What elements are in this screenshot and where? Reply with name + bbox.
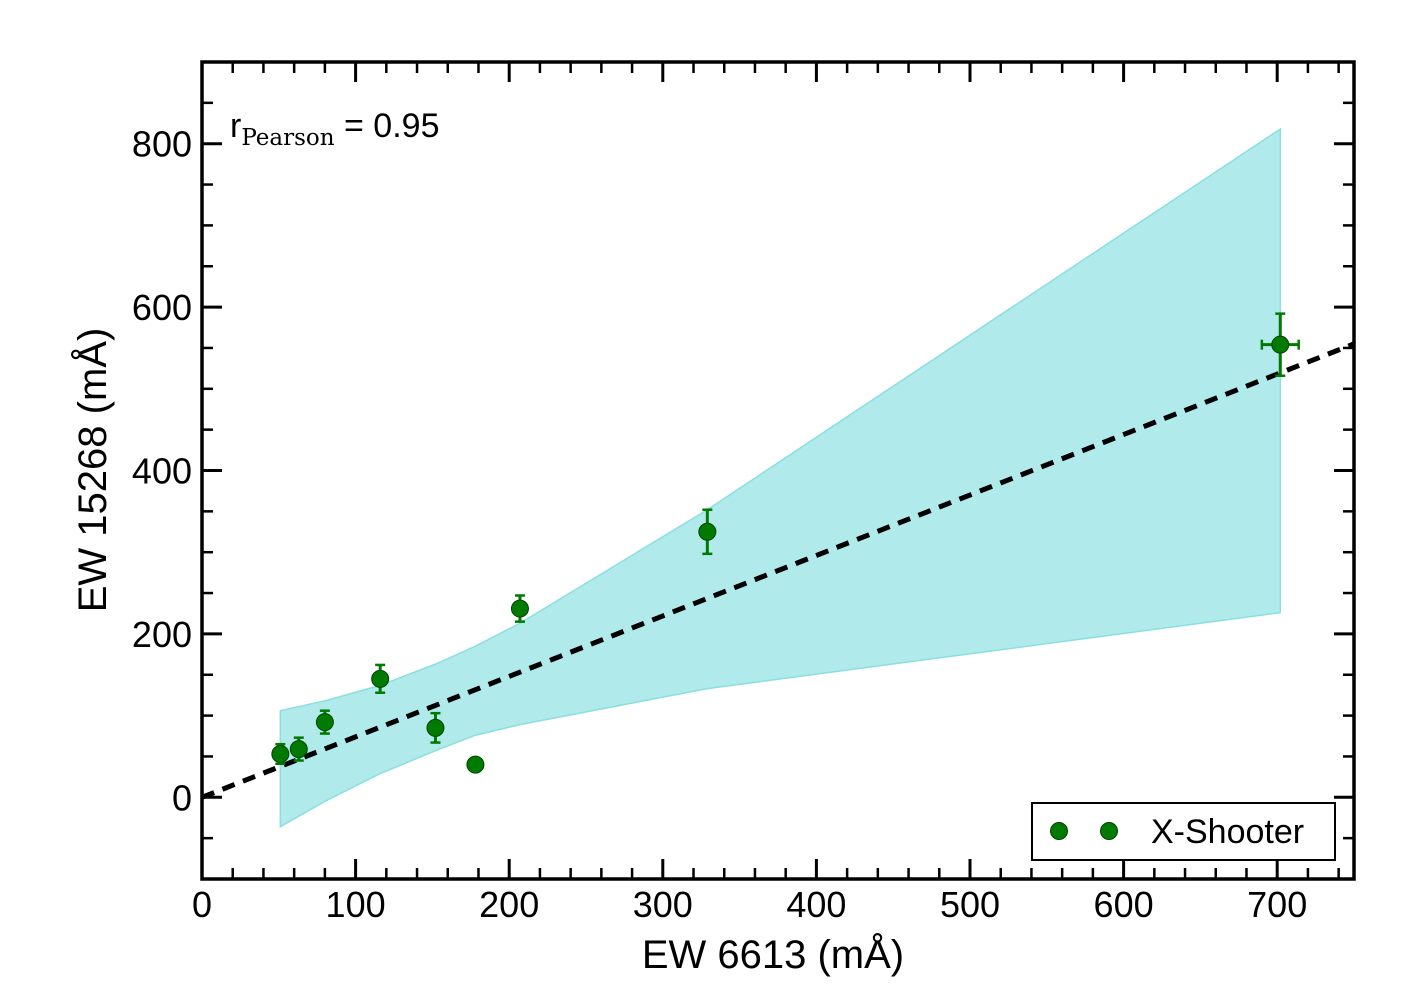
pearson-annotation: rPearson = 0.95 — [230, 107, 439, 151]
marker — [271, 744, 290, 763]
x-tick-label: 500 — [940, 884, 1000, 925]
x-tick-label: 700 — [1247, 884, 1307, 925]
data-point-2 — [289, 736, 308, 762]
legend-label: X-Shooter — [1151, 813, 1304, 851]
fit-line-layer — [202, 341, 1354, 800]
y-tick-label: 200 — [132, 614, 192, 655]
data-point-6 — [466, 755, 485, 774]
pearson-subscript: Pearson — [241, 125, 334, 151]
marker — [315, 713, 334, 732]
data-point-7 — [510, 594, 529, 623]
confidence-band-area — [279, 127, 1282, 829]
x-tick-label: 600 — [1094, 884, 1154, 925]
plot-frame — [200, 60, 1356, 881]
confidence-band — [279, 127, 1282, 829]
y-tick-label: 800 — [132, 124, 192, 165]
marker — [426, 718, 445, 737]
tick-labels: 0 100 200 300 400 500 600 700 0 200 400 600 800 — [132, 124, 1307, 925]
x-tick-label: 400 — [786, 884, 846, 925]
data-points — [271, 312, 1300, 774]
legend-marker — [1050, 822, 1068, 840]
x-axis-label: EW 6613 (mÅ) — [642, 932, 904, 977]
y-tick-label: 400 — [132, 451, 192, 492]
x-tick-label: 200 — [479, 884, 539, 925]
marker — [289, 740, 308, 759]
legend-box — [1031, 802, 1336, 861]
marker — [466, 755, 485, 774]
pearson-r: r — [230, 107, 241, 145]
marker — [698, 522, 717, 541]
legend: X-Shooter — [1031, 802, 1336, 861]
pearson-value: = 0.95 — [335, 107, 440, 145]
x-tick-label: 0 — [192, 884, 212, 925]
legend-marker — [1100, 822, 1118, 840]
x-tick-label: 100 — [326, 884, 386, 925]
y-tick-label: 600 — [132, 287, 192, 328]
data-point-3 — [315, 709, 334, 735]
y-tick-label: 0 — [172, 777, 192, 818]
marker — [371, 669, 390, 688]
data-point-5 — [426, 711, 445, 744]
data-point-9 — [1260, 312, 1300, 377]
marker — [510, 599, 529, 618]
x-tick-label: 300 — [633, 884, 693, 925]
marker — [1271, 335, 1290, 354]
data-point-1 — [271, 742, 290, 766]
y-axis-label: EW 15268 (mÅ) — [70, 328, 115, 613]
data-point-8 — [698, 508, 717, 556]
fit-line — [202, 341, 1354, 800]
data-point-4 — [371, 663, 390, 694]
